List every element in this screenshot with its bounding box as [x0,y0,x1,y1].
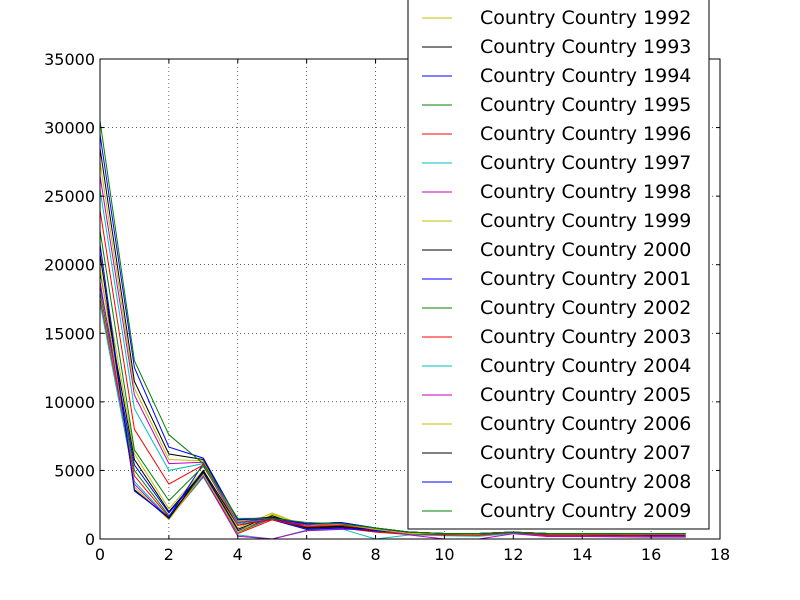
x-tick-label: 10 [434,545,454,564]
x-tick-label: 12 [503,545,523,564]
axis-ticks: 0 2 4 6 8 10 12 14 16 18 0 5000 10000 15000 20000 25000… [44,50,730,564]
legend-label: Country Country 2004 [480,355,691,377]
legend-label: Country Country 2002 [480,297,691,319]
legend-label: Country Country 1998 [480,181,691,203]
legend-label: Country Country 2003 [480,326,691,348]
legend-label: Country Country 1995 [480,94,691,116]
legend-label: Country Country 2001 [480,268,691,290]
legend-label: Country Country 1997 [480,152,691,174]
legend-label: Country Country 2007 [480,442,691,464]
y-tick-label: 0 [85,530,95,549]
series-line [99,281,686,540]
y-tick-label: 5000 [54,461,95,480]
x-tick-label: 18 [710,545,730,564]
legend-label: Country Country 2009 [480,500,691,522]
legend-label: Country Country 1999 [480,210,691,232]
series-line [99,120,686,534]
series-lines [99,120,686,540]
x-tick-label: 4 [233,545,243,564]
legend-label: Country Country 2005 [480,384,691,406]
legend-label: Country Country 2006 [480,413,691,435]
legend: Country Country 1992 Country Country 1993… [407,0,710,530]
legend-box [407,0,710,530]
legend-label: Country Country 1994 [480,65,691,87]
legend-label: Country Country 1996 [480,123,691,145]
x-tick-label: 2 [164,545,174,564]
x-tick-label: 0 [95,545,105,564]
legend-label: Country Country 2000 [480,239,691,261]
y-tick-label: 25000 [44,187,95,206]
x-tick-label: 6 [302,545,312,564]
y-tick-label: 20000 [44,256,95,275]
x-tick-label: 14 [572,545,592,564]
x-tick-label: 16 [641,545,661,564]
y-tick-label: 35000 [44,50,95,69]
legend-label: Country Country 2008 [480,471,691,493]
y-tick-label: 10000 [44,393,95,412]
legend-label: Country Country 1993 [480,36,691,58]
y-tick-label: 30000 [44,119,95,138]
x-tick-label: 8 [370,545,380,564]
legend-label: Country Country 1992 [480,7,691,29]
y-tick-label: 15000 [44,324,95,343]
